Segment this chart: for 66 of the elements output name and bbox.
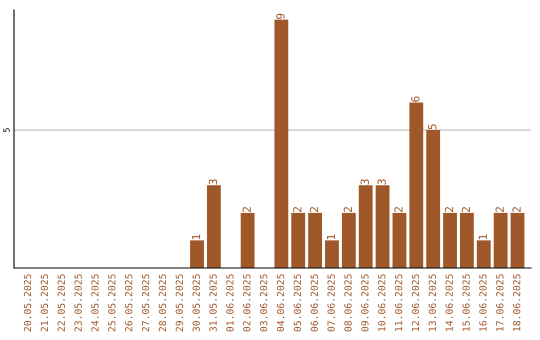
x-tick-label: 23.05.2025 <box>74 274 82 332</box>
x-tick-label: 31.05.2025 <box>209 274 217 332</box>
data-label: 3 <box>360 179 369 184</box>
data-label: 2 <box>293 207 302 212</box>
x-tick-label: 14.06.2025 <box>446 274 453 331</box>
data-label: 1 <box>192 234 200 240</box>
x-tick-label: 03.06.2025 <box>260 274 268 332</box>
x-tick-label: 09.06.2025 <box>361 274 369 332</box>
data-label: 3 <box>208 179 218 184</box>
x-tick-label: 02.06.2025 <box>243 274 250 332</box>
bar <box>291 212 306 268</box>
bar <box>274 20 288 268</box>
data-label: 1 <box>478 234 487 240</box>
data-label: 3 <box>377 179 386 184</box>
x-tick-label: 20.05.2025 <box>24 274 32 332</box>
x-tick-label: 27.05.2025 <box>142 274 150 332</box>
x-tick-label: 15.06.2025 <box>462 274 470 331</box>
data-label: 2 <box>394 207 403 212</box>
x-tick-label: 07.06.2025 <box>327 274 335 332</box>
data-label: 5 <box>428 124 436 130</box>
x-tick-label: 18.06.2025 <box>513 274 520 331</box>
x-tick-label: 12.06.2025 <box>412 274 420 331</box>
bar <box>443 212 457 268</box>
bar <box>206 185 221 268</box>
data-label: 2 <box>462 207 470 212</box>
data-label: 2 <box>310 207 318 212</box>
data-label: 6 <box>411 96 420 102</box>
bar <box>510 212 524 268</box>
x-tick-label: 01.06.2025 <box>226 274 234 332</box>
data-label: 9 <box>276 14 285 19</box>
x-tick-label: 28.05.2025 <box>158 274 166 332</box>
x-tick-label: 04.06.2025 <box>276 274 284 332</box>
data-label: 2 <box>512 207 521 212</box>
x-tick-label: 24.05.2025 <box>91 274 99 332</box>
x-tick-label: 25.05.2025 <box>108 274 116 332</box>
x-tick-label: 06.06.2025 <box>310 274 318 332</box>
x-tick-label: 29.05.2025 <box>176 274 183 332</box>
data-label: 2 <box>444 207 454 212</box>
data-label: 2 <box>495 207 504 212</box>
x-tick-label: 10.06.2025 <box>378 274 386 331</box>
x-tick-label: 30.05.2025 <box>192 274 200 332</box>
x-tick-label: 21.05.2025 <box>40 274 48 332</box>
bar <box>494 212 508 268</box>
bar <box>358 185 373 268</box>
bar <box>376 185 390 268</box>
bar <box>460 212 474 268</box>
data-label: 2 <box>242 207 251 212</box>
data-label: 2 <box>344 207 352 212</box>
bar <box>392 212 406 268</box>
x-tick-label: 13.06.2025 <box>428 274 436 331</box>
x-tick-label: 05.06.2025 <box>294 274 302 332</box>
bar <box>325 240 339 268</box>
x-tick-label: 11.06.2025 <box>394 274 402 331</box>
bar <box>476 240 491 268</box>
data-label: 1 <box>326 234 336 240</box>
bar <box>240 212 255 268</box>
x-tick-label: 16.06.2025 <box>479 274 487 331</box>
x-tick-label: 08.06.2025 <box>344 274 352 332</box>
x-tick-label: 26.05.2025 <box>125 274 132 332</box>
bar <box>308 212 322 268</box>
bar <box>409 102 424 268</box>
bar <box>426 130 440 268</box>
bar <box>190 240 204 268</box>
bar <box>342 212 356 268</box>
x-tick-label: 22.05.2025 <box>58 274 65 332</box>
x-tick-label: 17.06.2025 <box>496 274 504 331</box>
